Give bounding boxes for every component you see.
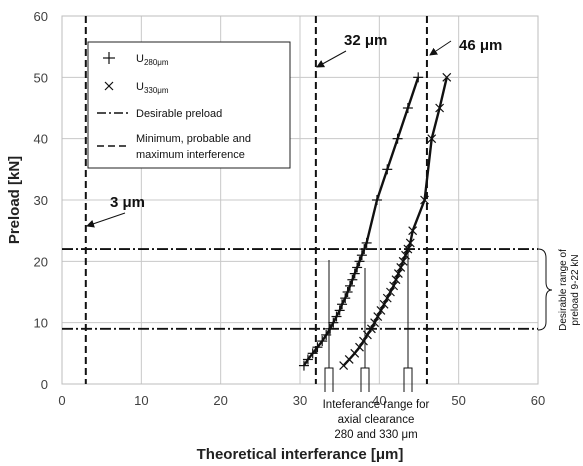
y-tick-label: 60 xyxy=(34,9,48,24)
data-point xyxy=(359,244,370,255)
y-tick-label: 50 xyxy=(34,70,48,85)
data-point xyxy=(328,317,339,328)
arrow-46um xyxy=(429,40,452,56)
data-point xyxy=(312,342,323,353)
data-point xyxy=(302,354,313,365)
brace-label-3: 280 and 330 μm xyxy=(334,429,417,441)
data-point xyxy=(307,348,318,359)
data-point xyxy=(402,103,413,113)
arrow-3um xyxy=(86,212,126,228)
data-point xyxy=(392,133,403,144)
legend-marker-u280 xyxy=(103,52,115,64)
legend: U280μm U330μm Desirable preload Minimum,… xyxy=(87,41,291,169)
x-tick-label: 50 xyxy=(451,393,465,408)
data-point xyxy=(361,237,372,248)
data-point xyxy=(337,299,348,310)
data-point xyxy=(340,293,351,304)
series-markers xyxy=(298,72,452,371)
data-point xyxy=(334,305,345,316)
data-point xyxy=(376,305,386,315)
series-line-u280 xyxy=(302,76,420,367)
data-point xyxy=(382,293,392,303)
data-point xyxy=(370,318,379,328)
data-point xyxy=(359,336,368,346)
data-point xyxy=(373,312,383,321)
data-point xyxy=(396,263,406,272)
data-point xyxy=(398,256,408,266)
data-point xyxy=(344,280,355,291)
y-tick-label: 20 xyxy=(34,254,48,269)
data-point xyxy=(325,323,336,334)
legend-marker-u330 xyxy=(104,81,114,91)
data-point xyxy=(331,311,342,322)
data-point xyxy=(382,164,393,175)
data-point xyxy=(389,281,399,291)
data-point xyxy=(298,360,309,371)
data-point xyxy=(354,256,365,267)
legend-label-u330: U330μm xyxy=(136,81,169,95)
side-label-1: Desirable range of xyxy=(558,249,569,331)
data-point xyxy=(347,274,358,285)
data-point xyxy=(342,287,353,297)
x-tick-label: 30 xyxy=(293,393,307,408)
legend-label-u280: U280μm xyxy=(136,53,169,67)
x-axis-title: Theoretical interferance [μm] xyxy=(197,446,404,463)
annotation-3um: 3 μm xyxy=(110,194,145,211)
data-point xyxy=(317,336,328,347)
y-axis-title: Preload [kN] xyxy=(6,156,23,244)
y-tick-label: 10 xyxy=(34,316,48,331)
legend-box xyxy=(87,41,291,169)
data-point xyxy=(371,195,382,205)
data-point xyxy=(413,72,424,83)
y-tick-label: 30 xyxy=(34,193,48,208)
tick-labels: 0 10 20 30 40 50 60 0 10 20 30 40 50 60 xyxy=(34,9,546,408)
legend-label-interference-2: maximum interference xyxy=(136,149,245,161)
data-point xyxy=(379,299,389,309)
plot-frame xyxy=(61,15,539,385)
y-tick-label: 0 xyxy=(41,377,48,392)
brace-label-2: axial clearance xyxy=(338,414,415,426)
brace-left xyxy=(324,260,334,392)
data-point xyxy=(391,275,401,285)
side-brace xyxy=(537,248,553,331)
data-point xyxy=(442,72,452,82)
data-point xyxy=(420,195,429,205)
data-point xyxy=(366,324,376,334)
brace-label-1: Inteferance range for xyxy=(323,399,430,411)
x-tick-label: 40 xyxy=(372,393,386,408)
data-point xyxy=(435,103,445,113)
data-point xyxy=(321,329,332,340)
annotations: 3 μm 32 μm 46 μm Inteferance range for a… xyxy=(86,32,581,441)
x-tick-label: 20 xyxy=(213,393,227,408)
legend-label-desirable: Desirable preload xyxy=(136,108,222,120)
data-point xyxy=(352,262,363,273)
brace-right xyxy=(403,250,413,392)
annotation-32um: 32 μm xyxy=(344,32,387,49)
data-point xyxy=(356,250,367,261)
data-point xyxy=(350,348,360,358)
data-point xyxy=(386,287,395,297)
annotation-46um: 46 μm xyxy=(459,37,502,54)
data-point xyxy=(349,268,360,279)
data-point xyxy=(408,226,418,236)
x-tick-label: 60 xyxy=(531,393,545,408)
x-tick-label: 10 xyxy=(134,393,148,408)
data-point xyxy=(405,238,415,248)
x-tick-label: 0 xyxy=(58,393,65,408)
data-point xyxy=(355,342,364,352)
brace-middle xyxy=(360,268,370,392)
data-point xyxy=(427,134,437,144)
arrow-32um xyxy=(316,50,347,68)
y-tick-label: 40 xyxy=(34,132,48,147)
data-point xyxy=(393,269,403,279)
side-label-2: preload 9-22 kN xyxy=(570,254,581,325)
reference-lines xyxy=(62,16,538,384)
legend-label-interference-1: Minimum, probable and xyxy=(136,133,251,145)
data-point xyxy=(403,244,413,254)
